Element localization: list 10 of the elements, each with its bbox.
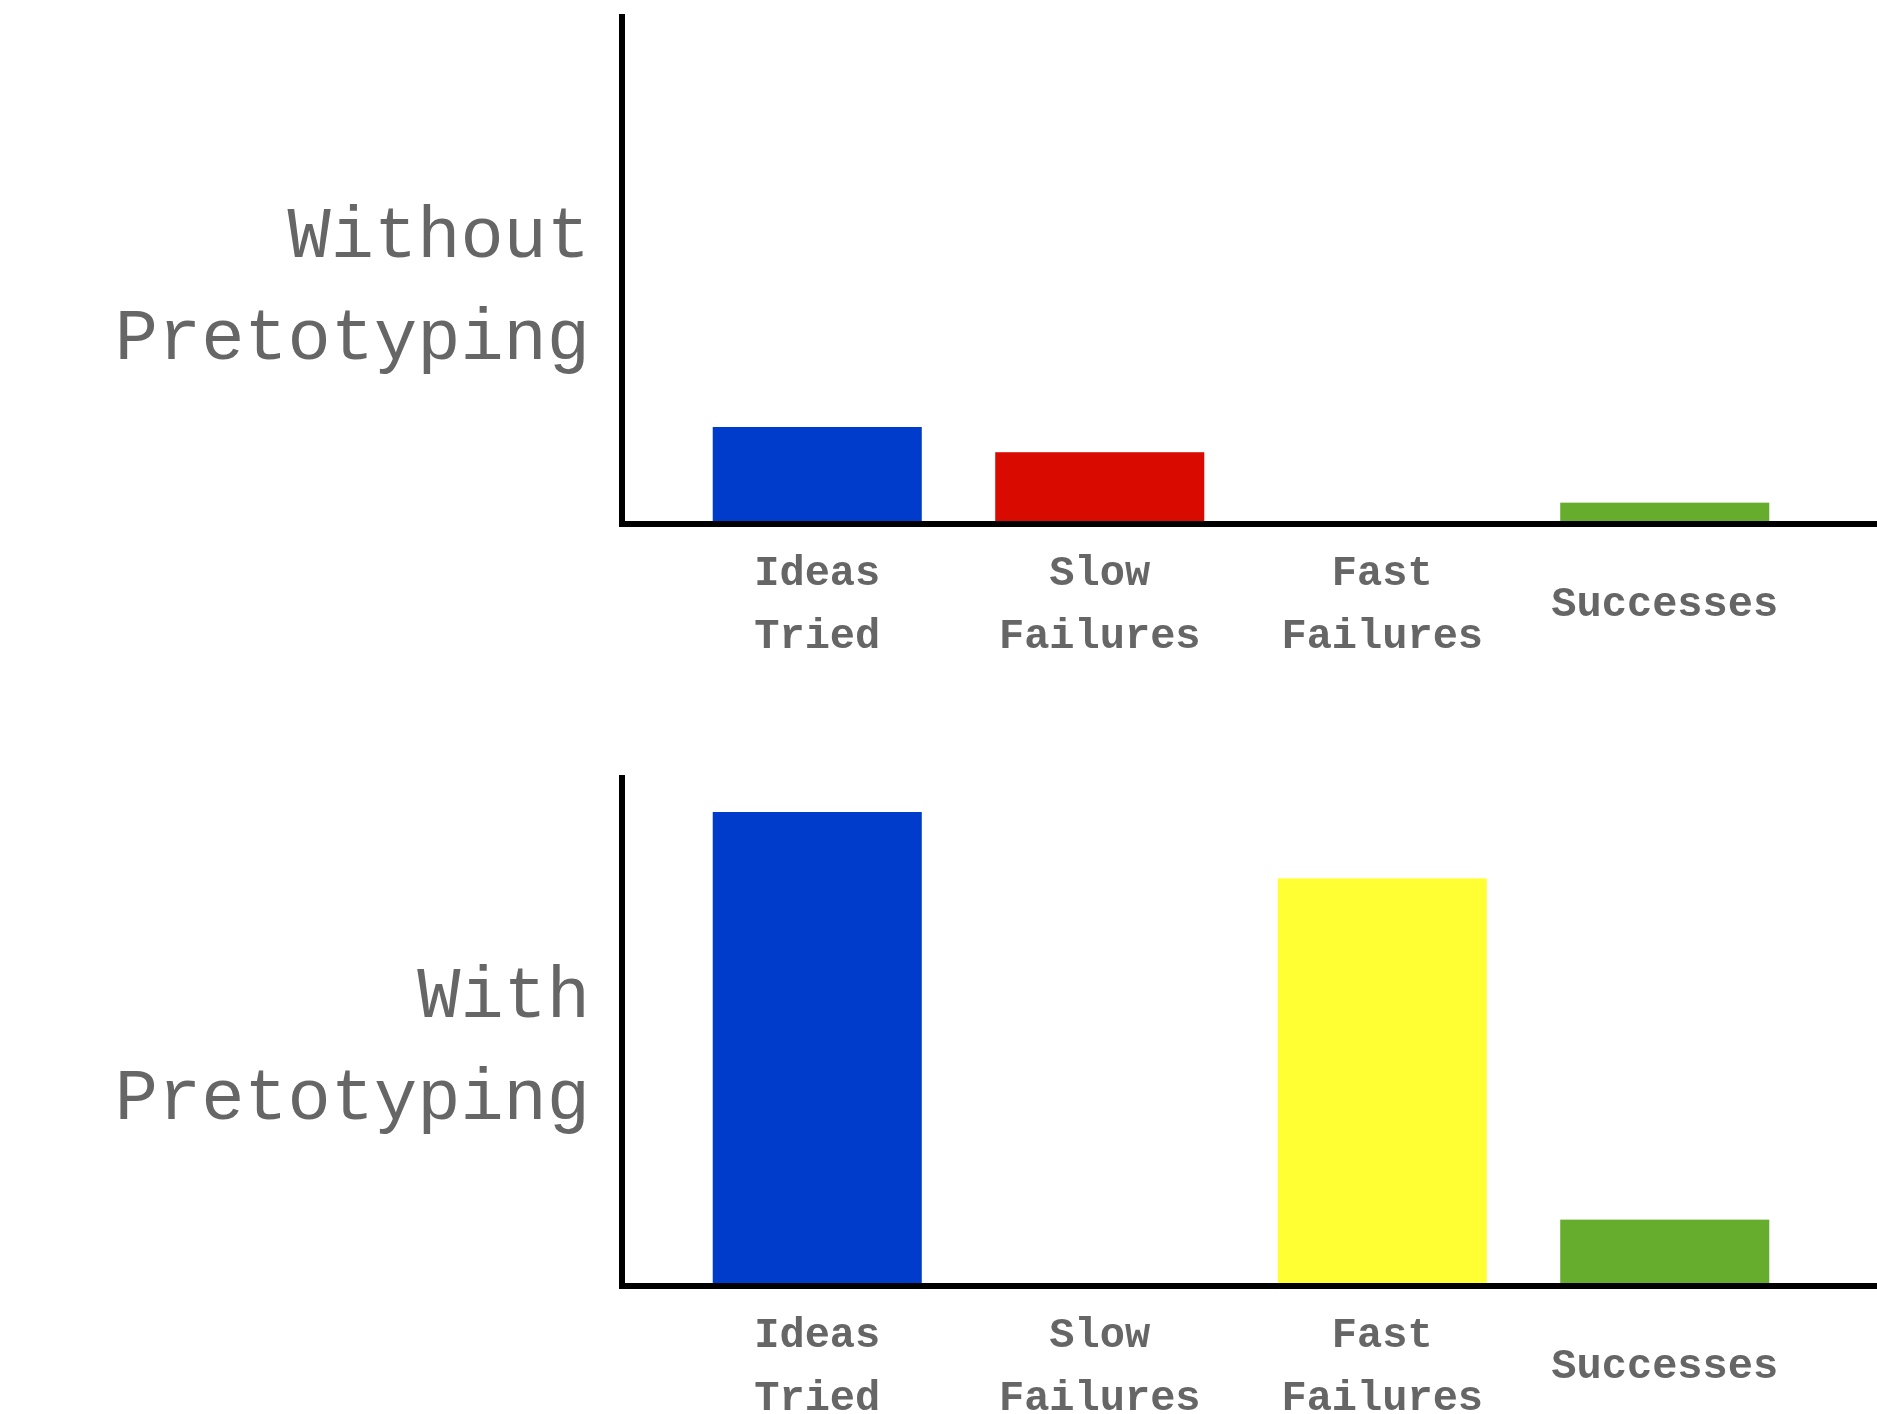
- x-tick-label: Fast Failures: [1281, 549, 1484, 661]
- y-axis-title: Without Pretotyping: [114, 197, 590, 381]
- x-tick-label: Slow Failures: [998, 549, 1201, 661]
- x-tick-label: Successes: [1551, 1343, 1779, 1391]
- y-axis-title: With Pretotyping: [114, 957, 590, 1141]
- x-tick-label: Fast Failures: [1281, 1311, 1484, 1414]
- x-tick-label: Successes: [1551, 581, 1779, 629]
- x-tick-label: Ideas Tried: [754, 549, 881, 661]
- x-tick-label: Slow Failures: [998, 1311, 1201, 1414]
- x-tick-label: Ideas Tried: [754, 1311, 881, 1414]
